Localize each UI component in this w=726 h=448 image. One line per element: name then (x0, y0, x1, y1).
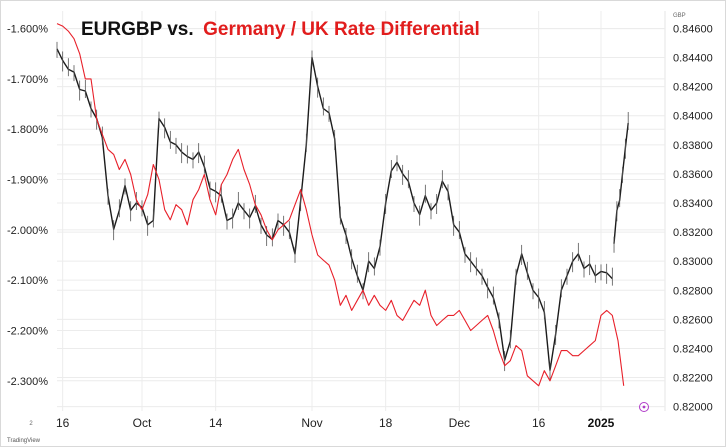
left-axis-tick-label: -1.700% (7, 74, 48, 86)
attribution-text: TradingView (7, 438, 41, 444)
left-axis-tick-label: -1.900% (7, 175, 48, 187)
currency-label: GBP (673, 13, 686, 19)
x-axis-tick-label: Oct (133, 416, 152, 430)
right-axis-tick-label: 0.83000 (673, 256, 713, 268)
x-axis-tick-label: 18 (379, 416, 393, 430)
right-axis-tick-label: 0.83400 (673, 198, 713, 210)
right-axis-tick-label: 0.82800 (673, 285, 713, 297)
series-line-rate-differential (56, 23, 625, 387)
left-axis-tick-label: -1.600% (7, 24, 48, 36)
right-axis-tick-label: 0.82000 (673, 402, 713, 414)
series-line-eurgbp (56, 48, 613, 371)
x-axis-tick-label: Nov (301, 416, 322, 430)
tick-layer: -1.600% -1.700% -1.800% -1.900% -2.000% -2.10… (7, 13, 713, 430)
left-axis-tick-label: -1.800% (7, 124, 48, 136)
x-axis-tick-label: 16 (532, 416, 546, 430)
right-axis-tick-label: 0.82600 (673, 314, 713, 326)
left-axis-tick-label: -2.200% (7, 325, 48, 337)
left-axis-tick-label: -2.000% (7, 225, 48, 237)
right-axis-tick-label: 0.84200 (673, 82, 713, 94)
overlay-layer: TradingView 2 (7, 402, 649, 444)
right-axis-tick-label: 0.84000 (673, 111, 713, 123)
timeline-marker-dot (642, 405, 646, 409)
title-highlight: Germany / UK Rate Differential (203, 19, 480, 40)
timeline-marker-icon (639, 402, 649, 412)
right-axis-tick-label: 0.83600 (673, 169, 713, 181)
series-line-eurgbp (613, 122, 629, 244)
scroll-left-marker: 2 (29, 421, 33, 427)
x-axis-tick-label: 14 (209, 416, 223, 430)
right-axis-tick-label: 0.83200 (673, 227, 713, 239)
right-axis-tick-label: 0.82200 (673, 373, 713, 385)
right-axis-tick-label: 0.82400 (673, 343, 713, 355)
x-axis-tick-label: 2025 (588, 416, 615, 430)
right-axis-tick-label: 0.84600 (673, 23, 713, 35)
left-axis-tick-label: -2.100% (7, 275, 48, 287)
x-axis-tick-label: 16 (56, 416, 70, 430)
left-axis-tick-label: -2.300% (7, 376, 48, 388)
x-axis-tick-label: Dec (449, 416, 470, 430)
series-layer (56, 23, 629, 387)
right-axis-tick-label: 0.83800 (673, 140, 713, 152)
chart-title: EURGBP vs. Germany / UK Rate Differentia… (81, 19, 480, 40)
grid-layer (57, 11, 666, 411)
right-axis-tick-label: 0.84400 (673, 53, 713, 65)
title-main: EURGBP vs. (81, 19, 194, 40)
